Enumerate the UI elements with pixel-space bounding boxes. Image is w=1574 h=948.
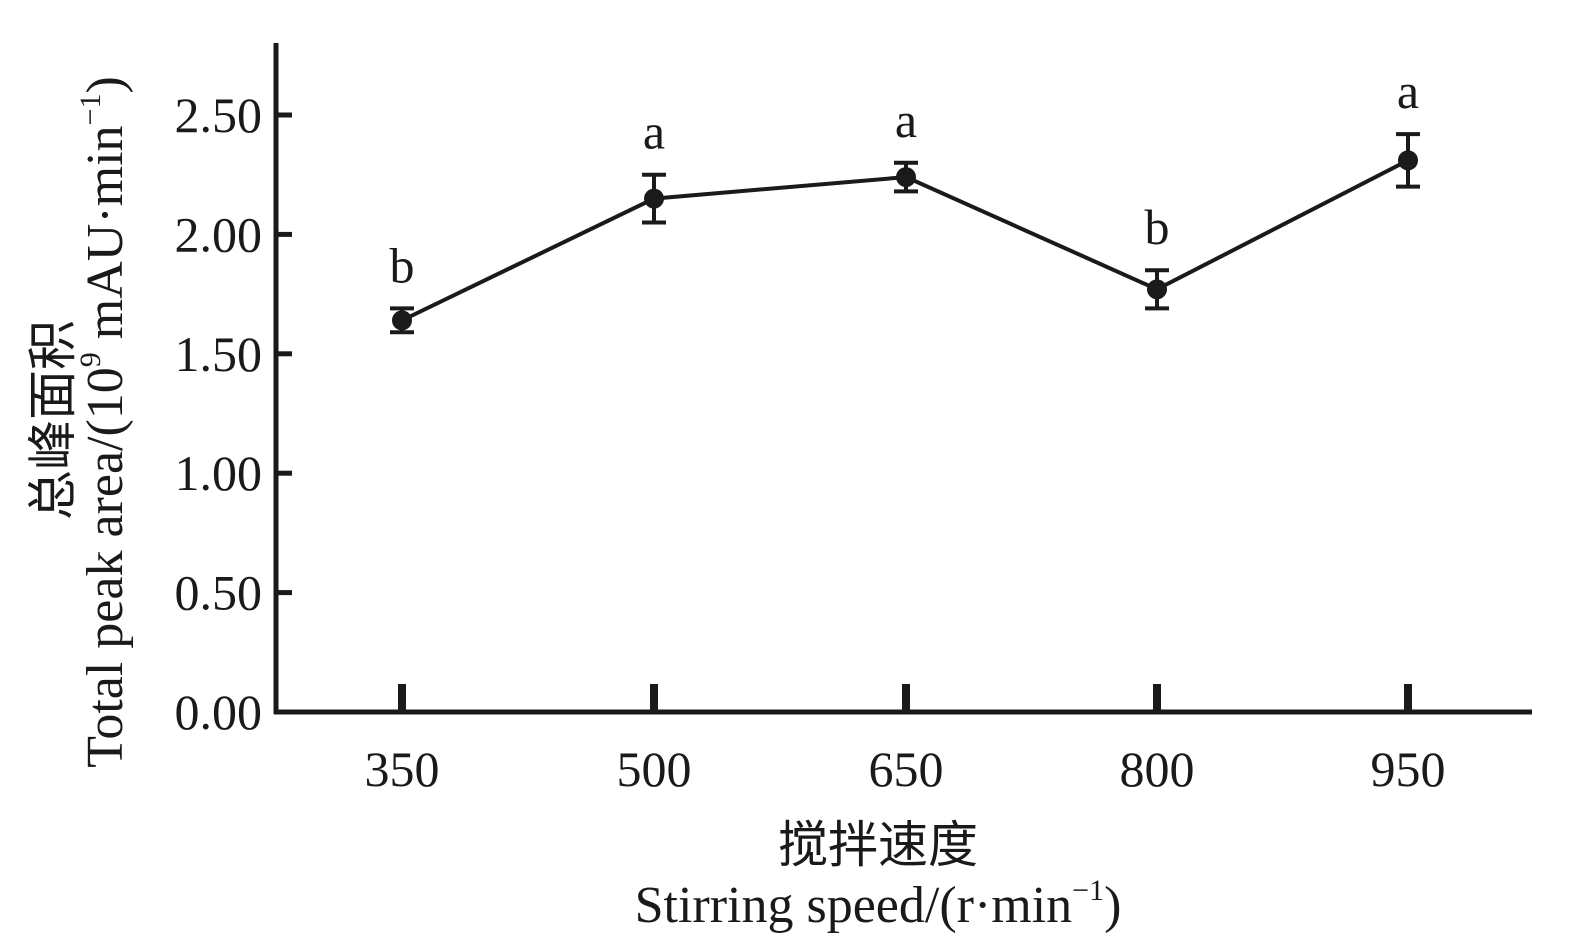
significance-label-3: b	[1145, 199, 1170, 255]
y-axis-title-en-mid: mAU·min	[77, 125, 134, 352]
x-axis-title-en: Stirring speed/(r·min−1)	[635, 874, 1122, 934]
x-axis-title: 搅拌速度 Stirring speed/(r·min−1)	[635, 816, 1122, 934]
y-axis-title-cn: 总峰面积	[24, 320, 82, 520]
significance-label-1: a	[643, 104, 665, 160]
series: b a a b a	[390, 63, 1420, 335]
y-axis-title-en-sup1: 9	[74, 352, 107, 367]
x-tick-label-3: 800	[1120, 741, 1195, 797]
significance-label-2: a	[895, 92, 917, 148]
x-tick-label-1: 500	[617, 741, 692, 797]
y-tick-label-0: 0.00	[175, 684, 263, 740]
data-point-0	[392, 310, 412, 331]
data-point-4	[1398, 150, 1418, 171]
x-axis-title-cn: 搅拌速度	[778, 816, 978, 874]
y-axis-title: 总峰面积	[24, 320, 82, 520]
data-point-2	[896, 167, 916, 188]
y-axis-title-en-suffix: )	[77, 76, 134, 93]
y-tick-label-4: 2.00	[175, 206, 263, 262]
x-tick-label-0: 350	[365, 741, 440, 797]
y-axis-title-en-group: Total peak area/(109 mAU·min−1)	[74, 76, 134, 768]
significance-label-4: a	[1397, 63, 1419, 119]
y-tick-label-2: 1.00	[175, 445, 263, 501]
x-tick-label-4: 950	[1371, 741, 1446, 797]
x-axis-title-en-suffix: )	[1104, 877, 1121, 934]
y-axis-title-en: Total peak area/(109 mAU·min−1)	[74, 76, 134, 768]
y-tick-label-1: 0.50	[175, 565, 263, 621]
y-axis-title-en-sup2: −1	[74, 94, 107, 126]
data-point-1	[644, 188, 664, 209]
y-ticks: 0.00 0.50 1.00 1.50 2.00 2.50	[175, 87, 292, 740]
x-axis-title-en-prefix: Stirring speed/(r·min	[635, 877, 1073, 934]
y-tick-label-5: 2.50	[175, 87, 263, 143]
significance-label-0: b	[390, 237, 415, 293]
x-tick-label-2: 650	[869, 741, 944, 797]
x-axis-title-en-sup: −1	[1072, 874, 1104, 907]
data-point-3	[1147, 279, 1167, 300]
y-tick-label-3: 1.50	[175, 326, 263, 382]
y-axis-title-en-prefix: Total peak area/(10	[77, 367, 134, 768]
x-ticks: 350 500 650 800 950	[365, 684, 1446, 797]
